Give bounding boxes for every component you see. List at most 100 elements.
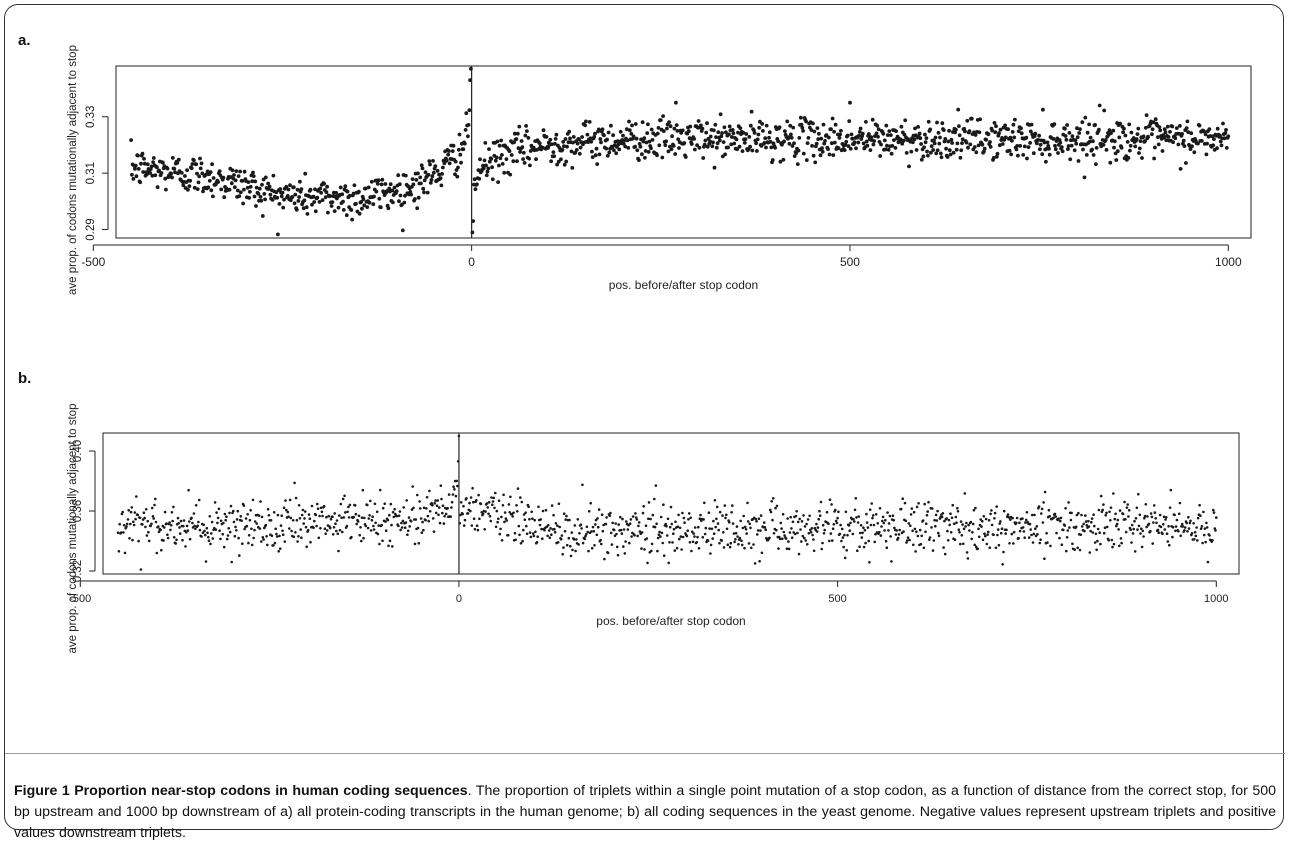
data-point [864,120,868,124]
data-point [914,550,917,553]
data-point [1107,128,1112,133]
data-point [475,499,478,502]
data-point [342,516,346,519]
data-point [547,529,551,532]
data-point [715,517,718,521]
data-point [780,527,783,530]
data-point [777,547,780,550]
data-point [585,525,589,529]
data-point [409,192,413,197]
data-point [385,189,389,193]
data-point [625,138,630,143]
data-point [563,529,567,533]
data-point [206,531,209,535]
data-point [785,547,789,550]
data-point [794,514,798,518]
data-point [616,553,620,557]
data-point [947,128,951,133]
data-point [747,542,751,545]
data-point [441,165,445,170]
data-point [626,146,631,150]
data-point [923,140,928,145]
data-point [665,126,669,131]
data-point [1056,151,1060,155]
data-point [901,497,904,500]
data-point [254,204,258,208]
data-point [637,521,641,524]
data-point [798,517,801,521]
data-point [936,509,939,513]
data-point [676,525,680,528]
data-point [881,131,886,136]
data-point [340,516,343,520]
data-point [703,138,708,143]
data-point [414,178,419,182]
data-point [571,140,575,145]
data-point [922,145,926,150]
data-point [433,164,438,169]
data-point [752,543,755,546]
data-point [887,522,891,525]
data-point [689,142,694,146]
data-point [281,529,284,533]
data-point [1130,541,1133,544]
data-point [552,154,556,159]
data-point [1160,149,1165,153]
data-point [320,198,325,203]
data-point [366,526,370,530]
data-point [203,529,206,533]
data-point [361,488,365,492]
data-point [966,145,970,150]
data-point [881,515,885,519]
y-tick-label: 0.33 [85,106,97,128]
data-point [490,165,494,170]
data-point [381,506,385,510]
data-point [515,131,520,136]
data-point [1190,144,1194,149]
data-point [170,175,174,180]
data-point [978,117,982,122]
data-point [671,144,676,148]
data-point [511,515,514,518]
data-point [838,132,842,137]
data-point [1175,518,1179,522]
data-point [1109,131,1113,136]
data-point [315,524,318,528]
data-point [1112,492,1115,495]
data-point [689,516,692,520]
data-point [888,514,892,518]
data-point [668,541,671,544]
data-point [1094,532,1098,536]
data-point [912,510,916,514]
data-point [516,487,520,490]
data-point [596,127,601,132]
data-point [781,512,785,516]
data-point [963,129,967,134]
data-point [181,183,186,188]
data-point [137,539,140,543]
data-point [205,169,210,174]
data-point [1180,132,1184,136]
data-point [907,164,911,169]
data-point [834,508,837,512]
data-point [278,187,283,191]
data-point [281,533,285,536]
data-point [674,123,679,127]
data-point [400,526,404,529]
data-point [265,535,268,538]
data-point [262,192,267,196]
data-point [541,509,545,513]
data-point [838,532,842,536]
data-point [577,151,582,156]
data-point [869,135,874,140]
data-point [144,508,148,511]
data-point [267,514,271,517]
data-point [646,122,650,127]
data-point [956,107,961,112]
data-point [1088,135,1093,140]
data-point [226,534,230,537]
data-point [997,143,1002,148]
data-point [178,532,182,535]
data-point [906,539,909,542]
